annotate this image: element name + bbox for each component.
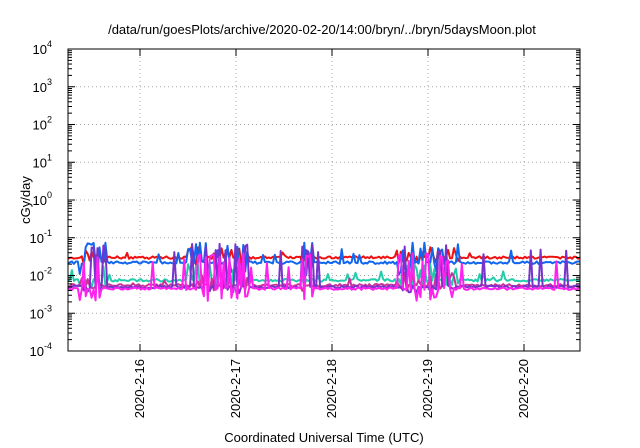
y-tick-label: 10-4 [30, 341, 52, 359]
x-tick-label: 2020-2-18 [324, 359, 339, 418]
y-tick-label: 103 [33, 77, 52, 95]
y-tick-label: 104 [33, 39, 52, 57]
y-tick-label: 10-3 [30, 303, 52, 321]
series-line-6 [67, 252, 581, 302]
series-line-1 [67, 245, 581, 267]
grid [68, 49, 580, 351]
x-tick-label: 2020-2-16 [132, 359, 147, 418]
y-tick-label: 100 [33, 190, 52, 208]
x-tick-label: 2020-2-19 [420, 359, 435, 418]
y-tick-label: 102 [33, 115, 52, 133]
x-tick-label: 2020-2-17 [228, 359, 243, 418]
x-tick-label: 2020-2-20 [516, 359, 531, 418]
y-axis-label: cGy/day [18, 176, 33, 224]
series-layer [67, 241, 581, 302]
chart-title: /data/run/goesPlots/archive/2020-02-20/1… [108, 22, 536, 37]
x-ticks: 2020-2-16 2020-2-17 2020-2-18 2020-2-19 2020… [132, 49, 531, 418]
y-tick-label: 10-1 [30, 228, 52, 246]
y-ticks: 10-4 10-3 10-2 10-1 100 101 102 103 104 [30, 39, 580, 359]
series-line-4 [67, 271, 581, 293]
y-tick-label: 101 [33, 152, 52, 170]
y-tick-label: 10-2 [30, 266, 52, 284]
x-axis-label: Coordinated Universal Time (UTC) [224, 430, 423, 445]
